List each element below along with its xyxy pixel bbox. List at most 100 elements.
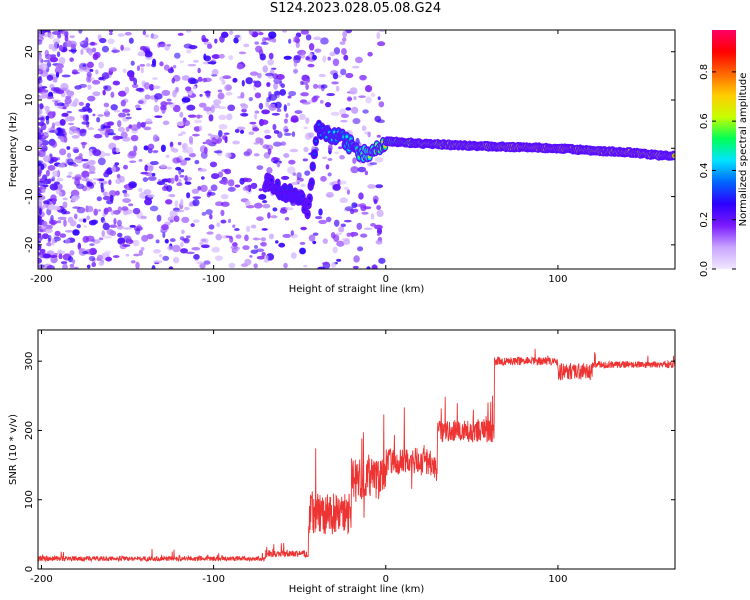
y-axis-label: SNR (10 * v/v) xyxy=(8,414,19,485)
spectrogram-noise-blob xyxy=(272,123,277,131)
spectrogram-noise-blob xyxy=(108,67,117,72)
spectrogram-noise-blob xyxy=(38,180,45,187)
spectrogram-noise-blob xyxy=(335,85,340,92)
spectrogram-noise-blob xyxy=(76,183,85,190)
spectrogram-noise-blob xyxy=(307,58,315,62)
spectrogram-noise-blob xyxy=(280,83,286,89)
signal-core xyxy=(345,135,349,139)
spectrogram-noise-blob xyxy=(303,126,308,130)
spectrogram-noise-blob xyxy=(177,32,184,36)
spectrogram-noise-blob xyxy=(210,105,215,114)
spectrogram-noise-blob xyxy=(253,113,258,120)
spectrogram-noise-blob xyxy=(321,262,329,265)
spectrogram-noise-blob xyxy=(80,141,88,146)
spectrogram-noise-blob xyxy=(87,84,92,90)
spectrogram-noise-blob xyxy=(135,107,142,111)
spectrogram-noise-blob xyxy=(313,36,322,41)
signal-core xyxy=(288,186,292,190)
spectrogram-noise-blob xyxy=(128,203,134,207)
spectrogram-noise-blob xyxy=(54,129,58,134)
spectrogram-noise-blob xyxy=(205,90,211,97)
spectrogram-noise-blob xyxy=(86,186,91,191)
spectrogram-noise-blob xyxy=(254,202,263,209)
spectrogram-noise-blob xyxy=(74,85,82,90)
spectrogram-noise-blob xyxy=(200,184,208,193)
spectrogram-noise-blob xyxy=(137,51,146,57)
spectrogram-noise-blob xyxy=(268,52,274,60)
spectrogram-noise-blob xyxy=(56,220,62,224)
spectrogram-noise-blob xyxy=(256,216,264,221)
spectrogram-noise-blob xyxy=(235,234,242,239)
y-tick-label: 10 xyxy=(24,94,35,107)
spectrogram-noise-blob xyxy=(376,134,381,138)
spectrogram-noise-blob xyxy=(49,204,56,209)
spectrogram-noise-blob xyxy=(220,219,227,224)
spectrogram-noise-blob xyxy=(253,153,260,157)
spectrogram-noise-blob xyxy=(62,197,68,201)
spectrogram-noise-blob xyxy=(305,83,309,91)
spectrogram-noise-blob xyxy=(88,50,93,56)
spectrogram-noise-blob xyxy=(364,170,369,176)
spectrogram-noise-blob xyxy=(318,219,328,225)
spectrogram-noise-blob xyxy=(161,224,169,231)
spectrogram-noise-blob xyxy=(147,176,157,181)
spectrogram-noise-blob xyxy=(129,74,135,82)
spectrogram-noise-blob xyxy=(227,104,236,112)
spectrogram-noise-blob xyxy=(332,246,338,254)
spectrogram-noise-blob xyxy=(191,188,200,194)
spectrogram-noise-blob xyxy=(218,114,227,121)
spectrogram-noise-blob xyxy=(175,209,185,213)
spectrogram-noise-blob xyxy=(38,244,42,251)
spectrogram-noise-blob xyxy=(259,119,269,125)
spectrogram-noise-blob xyxy=(72,259,76,264)
colorbar-tick-label: 0.4 xyxy=(699,162,710,178)
x-tick-label: 0 xyxy=(383,574,389,585)
spectrogram-noise-blob xyxy=(106,121,115,126)
spectrogram-noise-blob xyxy=(49,254,58,258)
spectrogram-noise-blob xyxy=(258,102,264,110)
spectrogram-noise-blob xyxy=(169,141,174,148)
spectrogram-noise-blob xyxy=(93,51,101,59)
spectrogram-noise-blob xyxy=(260,242,266,246)
spectrogram-noise-blob xyxy=(45,115,50,121)
spectrogram-noise-blob xyxy=(215,201,224,207)
spectrogram-noise-blob xyxy=(51,140,58,148)
spectrogram-noise-blob xyxy=(64,116,70,122)
spectrogram-noise-blob xyxy=(147,194,155,198)
spectrogram-noise-blob xyxy=(307,132,315,138)
spectrogram-noise-blob xyxy=(271,112,280,116)
spectrogram-noise-blob xyxy=(317,266,326,269)
spectrogram-noise-blob xyxy=(144,198,153,206)
spectrogram-noise-blob xyxy=(193,126,201,132)
spectrogram-noise-blob xyxy=(204,146,208,155)
spectrogram-noise-blob xyxy=(168,266,174,269)
spectrogram-noise-blob xyxy=(339,41,346,45)
spectrogram-noise-blob xyxy=(294,35,300,43)
spectrogram-noise-blob xyxy=(166,43,172,47)
spectrogram-noise-blob xyxy=(201,239,207,242)
spectrogram-noise-blob xyxy=(227,179,235,187)
spectrogram-noise-blob xyxy=(255,248,265,252)
spectrogram-noise-blob xyxy=(224,136,228,144)
spectrogram-noise-blob xyxy=(198,168,207,172)
spectrogram-noise-blob xyxy=(303,146,309,153)
spectrogram-noise-blob xyxy=(332,58,340,67)
spectrogram-noise-blob xyxy=(162,255,170,261)
spectrogram-noise-blob xyxy=(48,234,52,242)
spectrogram-noise-blob xyxy=(124,31,132,36)
spectrogram-noise-blob xyxy=(208,114,214,122)
spectrogram-noise-blob xyxy=(274,101,282,109)
spectrogram-noise-blob xyxy=(302,102,311,105)
spectrogram-noise-blob xyxy=(71,135,80,139)
spectrogram-noise-blob xyxy=(220,209,225,217)
spectrogram-noise-blob xyxy=(285,207,294,211)
spectrogram-noise-blob xyxy=(96,196,102,202)
spectrogram-noise-blob xyxy=(89,69,94,72)
spectrogram-noise-blob xyxy=(45,169,50,177)
spectrogram-noise-blob xyxy=(107,38,115,45)
spectrogram-noise-blob xyxy=(264,37,272,41)
spectrogram-noise-blob xyxy=(121,47,131,51)
spectrogram-noise-blob xyxy=(336,258,342,262)
spectrogram-noise-blob xyxy=(287,95,292,99)
spectrogram-noise-blob xyxy=(321,84,328,89)
